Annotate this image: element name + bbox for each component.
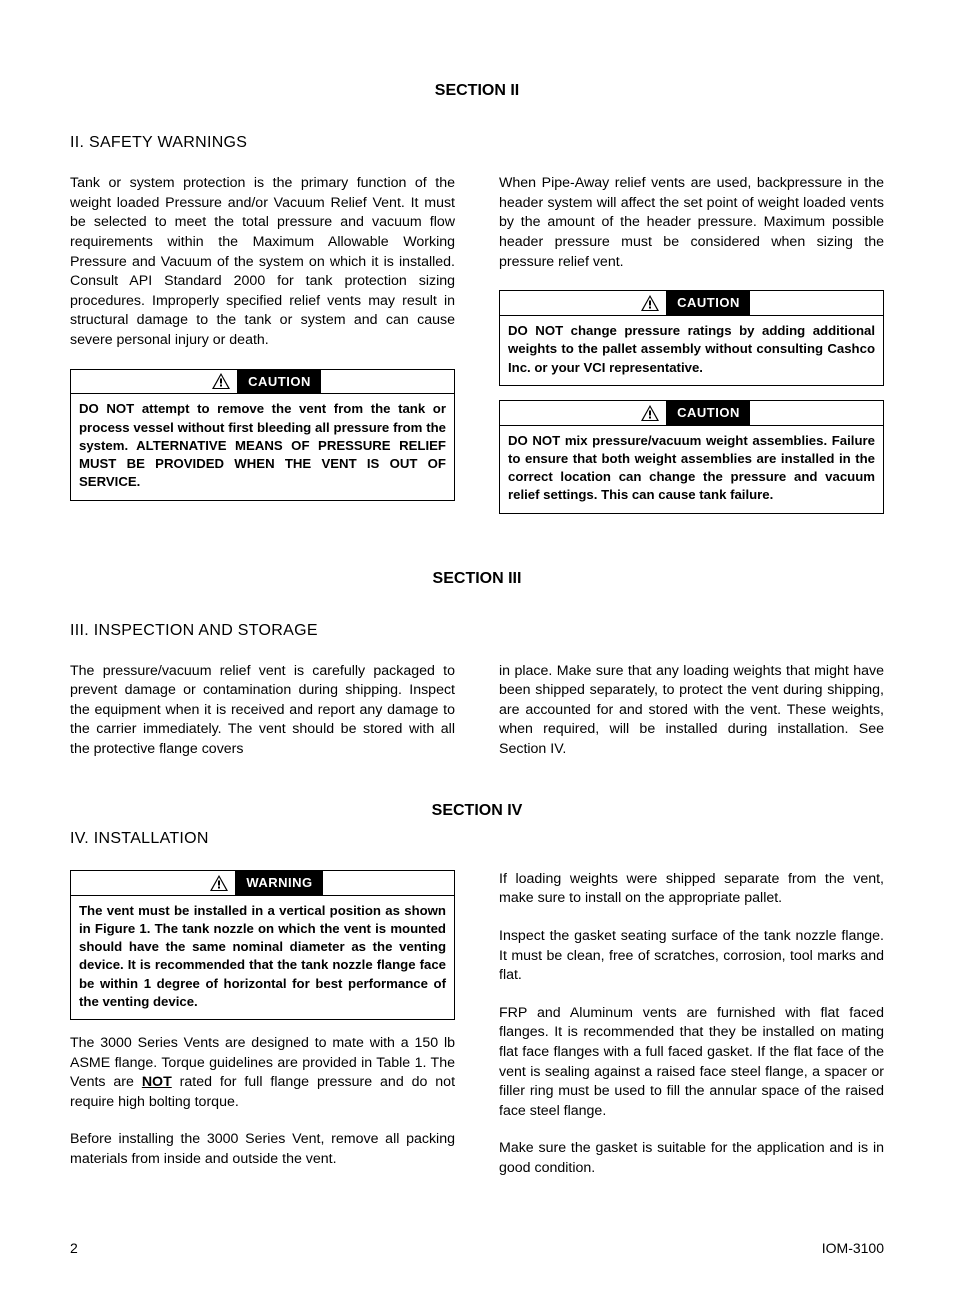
- callout-header: CAUTION: [500, 401, 883, 426]
- section-3-left-col: The pressure/vacuum relief vent is caref…: [70, 662, 455, 760]
- warning-triangle-icon: [633, 291, 667, 315]
- s4-left-p1: The 3000 Series Vents are designed to ma…: [70, 1034, 455, 1112]
- s4-right-p3: FRP and Aluminum vents are furnished wit…: [499, 1004, 884, 1122]
- section-4-columns: WARNING The vent must be installed in a …: [70, 870, 884, 1179]
- warning-box: WARNING The vent must be installed in a …: [70, 870, 455, 1020]
- s3-right-para: in place. Make sure that any loading wei…: [499, 662, 884, 760]
- callout-body: DO NOT mix pressure/vacuum weight assemb…: [500, 426, 883, 513]
- section-3-title: SECTION III: [70, 568, 884, 590]
- s4-right-p4: Make sure the gasket is suitable for the…: [499, 1139, 884, 1178]
- warning-triangle-icon: [204, 370, 238, 394]
- section-4-right-col: If loading weights were shipped separate…: [499, 870, 884, 1179]
- s4-not: NOT: [142, 1074, 172, 1090]
- warning-triangle-icon: [633, 401, 667, 425]
- section-2-heading: II. SAFETY WARNINGS: [70, 132, 884, 154]
- s3-left-para: The pressure/vacuum relief vent is caref…: [70, 662, 455, 760]
- section-3: SECTION III III. INSPECTION AND STORAGE …: [70, 568, 884, 760]
- callout-header: CAUTION: [500, 291, 883, 316]
- page-footer: 2 IOM-3100: [70, 1239, 884, 1258]
- section-4-heading: IV. INSTALLATION: [70, 828, 884, 850]
- callout-label: CAUTION: [667, 401, 750, 425]
- section-4-left-col: WARNING The vent must be installed in a …: [70, 870, 455, 1179]
- callout-body: DO NOT attempt to remove the vent from t…: [71, 394, 454, 499]
- section-4: SECTION IV IV. INSTALLATION WARNING The …: [70, 800, 884, 1179]
- section-4-title: SECTION IV: [70, 800, 884, 822]
- caution-box-r1: CAUTION DO NOT change pressure ratings b…: [499, 290, 884, 386]
- s4-right-p2: Inspect the gasket seating surface of th…: [499, 927, 884, 986]
- section-3-heading: III. INSPECTION AND STORAGE: [70, 620, 884, 642]
- callout-label: CAUTION: [238, 370, 321, 394]
- section-2-columns: Tank or system protection is the primary…: [70, 174, 884, 527]
- s4-right-p1: If loading weights were shipped separate…: [499, 870, 884, 909]
- callout-header: WARNING: [71, 871, 454, 896]
- s2-right-para: When Pipe-Away relief vents are used, ba…: [499, 174, 884, 272]
- section-3-columns: The pressure/vacuum relief vent is caref…: [70, 662, 884, 760]
- caution-box-left: CAUTION DO NOT attempt to remove the ven…: [70, 369, 455, 501]
- callout-header: CAUTION: [71, 370, 454, 395]
- callout-label: CAUTION: [667, 291, 750, 315]
- s4-left-p2: Before installing the 3000 Series Vent, …: [70, 1130, 455, 1169]
- s2-left-para: Tank or system protection is the primary…: [70, 174, 455, 350]
- section-2-left-col: Tank or system protection is the primary…: [70, 174, 455, 527]
- caution-box-r2: CAUTION DO NOT mix pressure/vacuum weigh…: [499, 400, 884, 514]
- callout-label: WARNING: [236, 871, 322, 895]
- doc-id: IOM-3100: [822, 1239, 884, 1258]
- section-2: SECTION II II. SAFETY WARNINGS Tank or s…: [70, 80, 884, 528]
- callout-body: The vent must be installed in a vertical…: [71, 896, 454, 1019]
- section-3-right-col: in place. Make sure that any loading wei…: [499, 662, 884, 760]
- section-2-title: SECTION II: [70, 80, 884, 102]
- callout-body: DO NOT change pressure ratings by adding…: [500, 316, 883, 385]
- page-number: 2: [70, 1239, 78, 1258]
- warning-triangle-icon: [202, 871, 236, 895]
- section-2-right-col: When Pipe-Away relief vents are used, ba…: [499, 174, 884, 527]
